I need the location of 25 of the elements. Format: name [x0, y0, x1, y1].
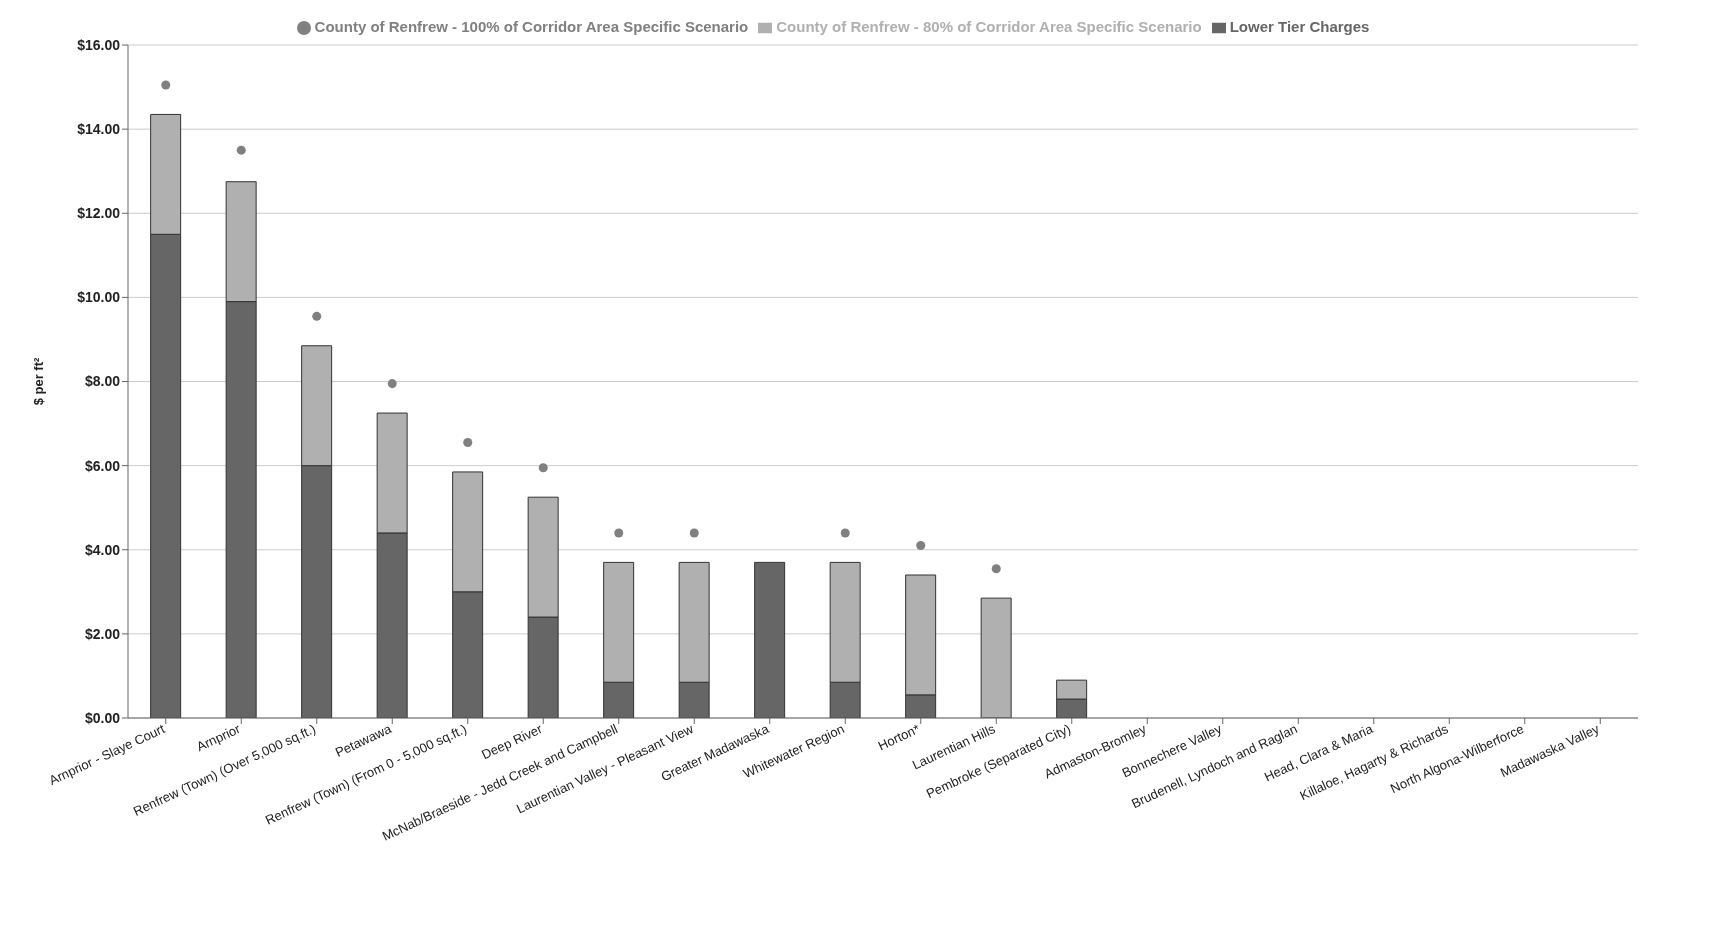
y-tick-label: $6.00: [84, 457, 121, 474]
point: [538, 463, 548, 473]
y-tick-label: $2.00: [84, 625, 121, 642]
point: [916, 541, 926, 551]
point: [840, 528, 850, 538]
point: [614, 528, 624, 538]
legend-label: County of Renfrew - 100% of Corridor Area Specific Scenario: [314, 18, 749, 35]
point: [689, 528, 699, 538]
y-tick-label: $10.00: [77, 289, 121, 306]
point: [991, 564, 1001, 574]
y-tick-label: $0.00: [84, 709, 121, 726]
point: [312, 311, 322, 321]
y-tick-label: $4.00: [84, 541, 121, 558]
y-tick-label: $8.00: [84, 373, 121, 390]
legend-label: County of Renfrew - 80% of Corridor Area Specific Scenario: [776, 18, 1202, 35]
point: [463, 438, 473, 448]
y-tick-label: $14.00: [77, 121, 121, 138]
y-tick-label: $12.00: [77, 205, 121, 222]
point: [161, 80, 171, 90]
point: [236, 145, 246, 155]
legend-label: Lower Tier Charges: [1229, 18, 1370, 35]
y-tick-label: $16.00: [77, 37, 121, 53]
bar: [980, 597, 1012, 718]
y-axis-title: $ per ft²: [31, 357, 46, 406]
point: [387, 379, 397, 389]
